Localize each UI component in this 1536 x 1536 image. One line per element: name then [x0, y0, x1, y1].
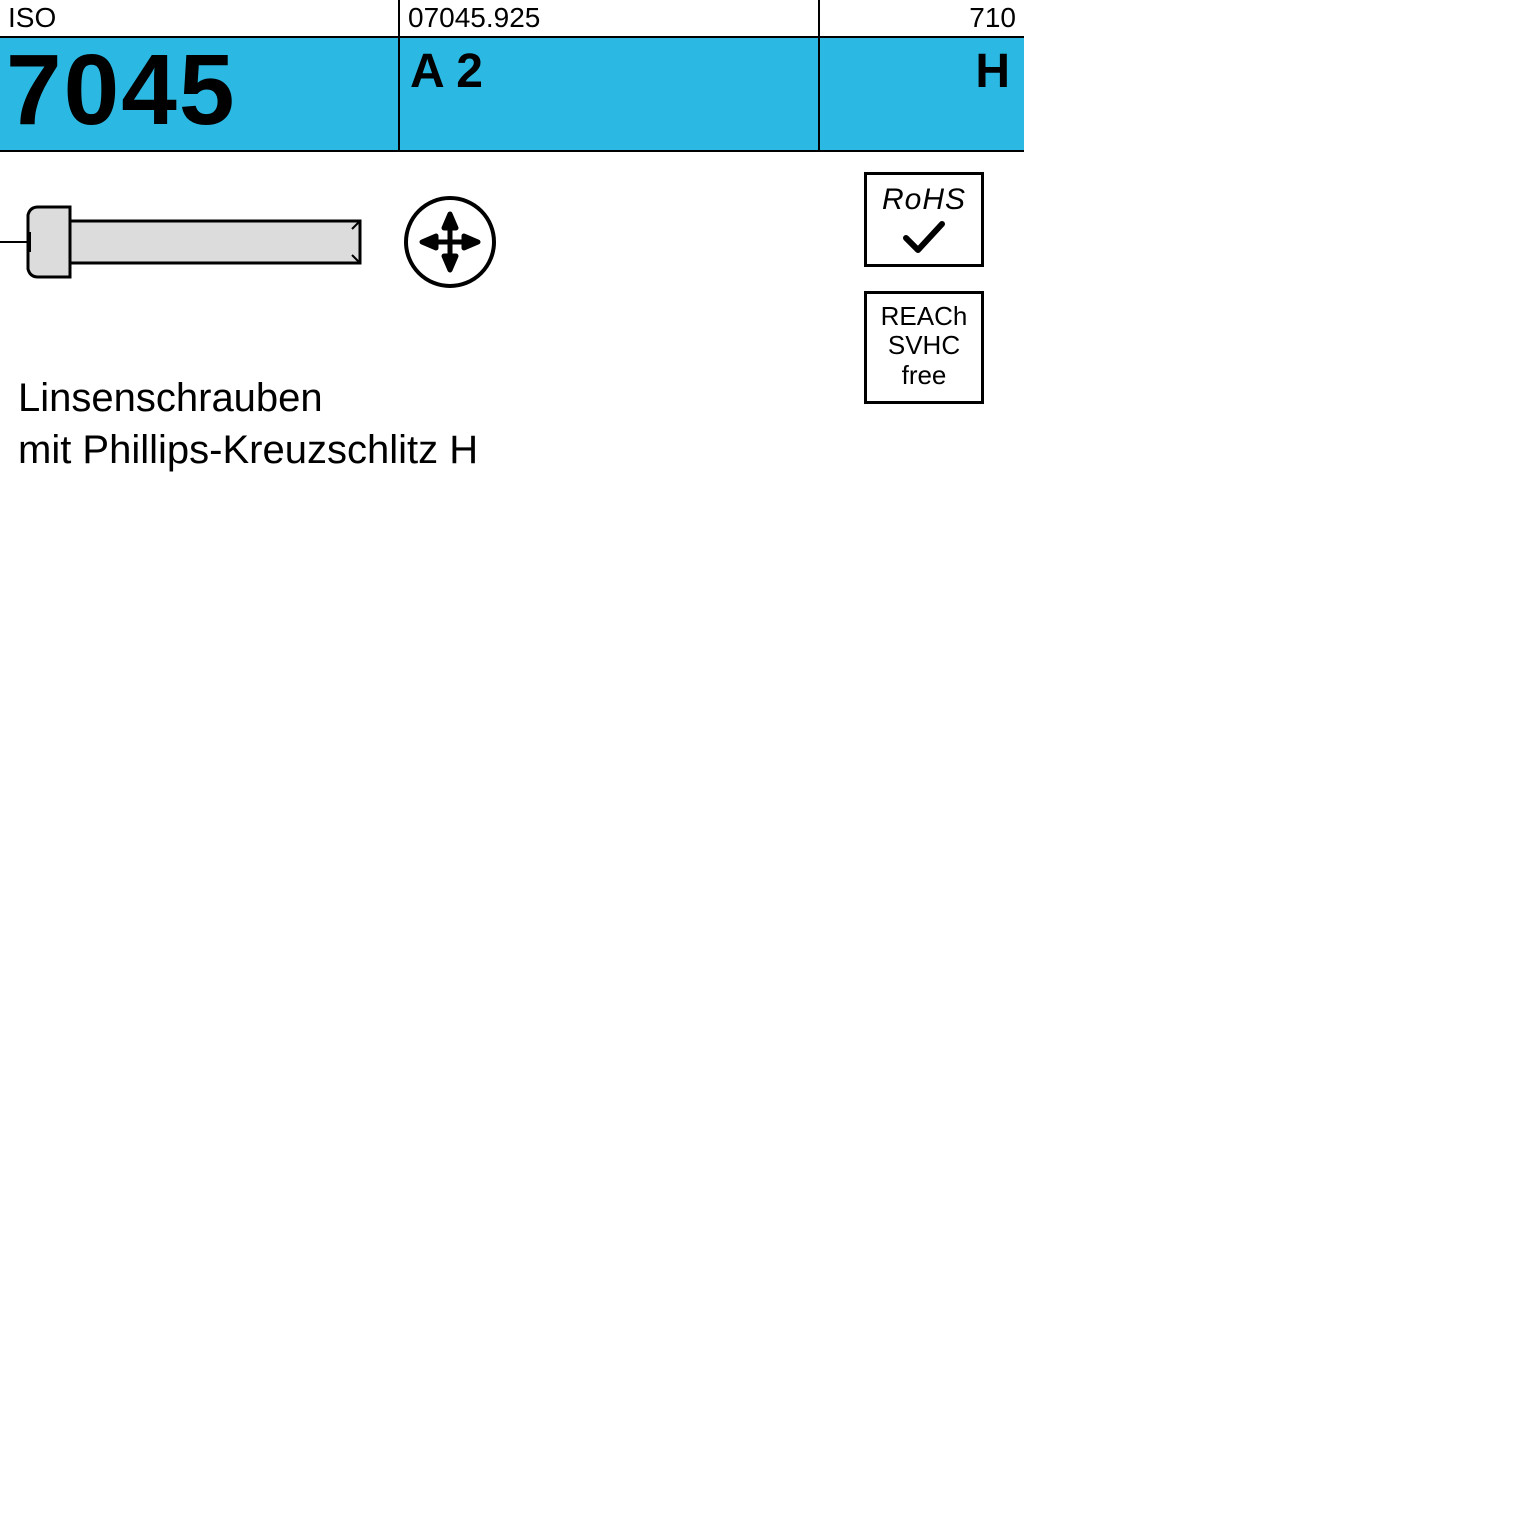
compliance-badges: RoHS REACh SVHC free: [864, 172, 1004, 428]
screw-diagram: [0, 182, 520, 302]
label-page: ISO 07045.925 710 7045 A 2 H: [0, 0, 1024, 1024]
title-band: 7045 A 2 H: [0, 38, 1024, 152]
header-article: 07045.925: [400, 0, 820, 36]
rohs-label: RoHS: [873, 183, 975, 218]
reach-line3: free: [873, 361, 975, 391]
header-row: ISO 07045.925 710: [0, 0, 1024, 38]
material-grade: A 2: [400, 38, 820, 150]
check-icon: [902, 220, 946, 254]
rohs-badge: RoHS: [864, 172, 984, 267]
reach-badge: REACh SVHC free: [864, 291, 984, 405]
description-line1: Linsenschrauben: [18, 372, 478, 424]
reach-line1: REACh: [873, 302, 975, 332]
product-description: Linsenschrauben mit Phillips-Kreuzschlit…: [18, 372, 478, 476]
drive-style: H: [820, 38, 1024, 150]
description-line2: mit Phillips-Kreuzschlitz H: [18, 424, 478, 476]
header-standard: ISO: [0, 0, 400, 36]
reach-line2: SVHC: [873, 331, 975, 361]
header-code: 710: [820, 0, 1024, 36]
standard-number: 7045: [0, 38, 400, 150]
